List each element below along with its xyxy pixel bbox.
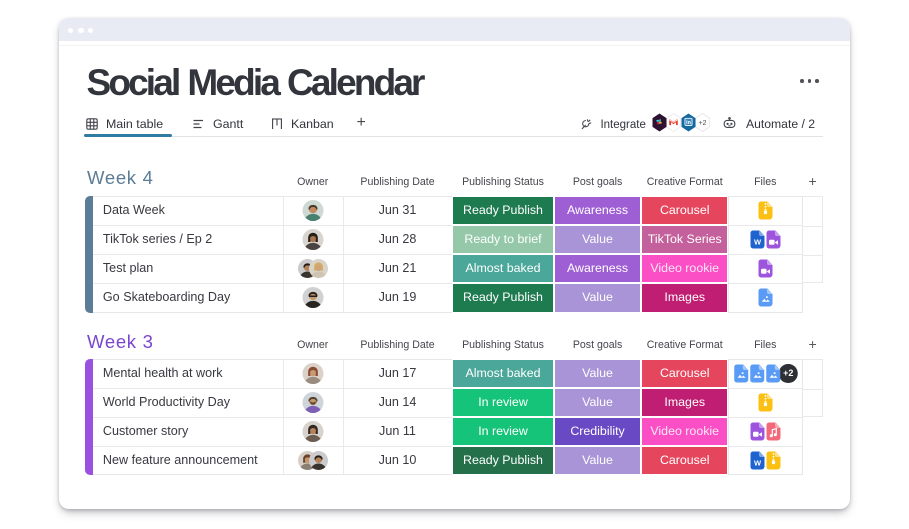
svg-text:+2: +2 [699,120,707,127]
svg-text:W: W [754,237,762,246]
svg-text:in: in [686,119,691,125]
svg-text:W: W [754,458,762,467]
